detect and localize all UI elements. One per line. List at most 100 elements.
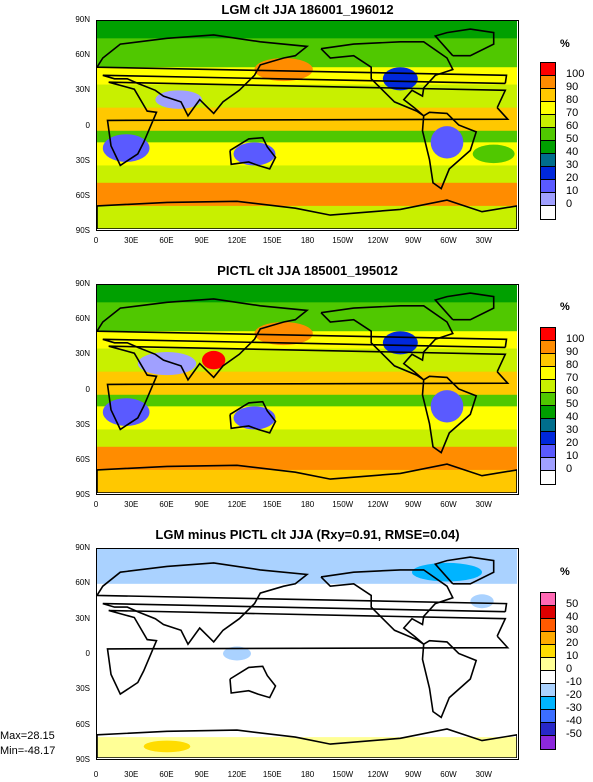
field-patch: [412, 562, 482, 582]
legend-level-label: 60: [566, 385, 579, 397]
coastline-samerica: [421, 375, 478, 454]
lat-tick-label: 60N: [75, 314, 90, 324]
lon-tick-label: 90W: [405, 500, 422, 509]
lon-tick-label: 90E: [194, 500, 209, 509]
max-value: Max=28.15: [0, 730, 55, 742]
legend-level-label: 30: [566, 624, 579, 636]
legend-level-label: -50: [566, 728, 582, 740]
coastline-samerica: [421, 111, 478, 190]
legend-swatch: [541, 206, 555, 219]
legend-level-label: 10: [566, 450, 579, 462]
legend-level-label: 0: [566, 198, 573, 210]
lat-tick-label: 30S: [75, 155, 90, 165]
lon-tick-label: 150W: [332, 500, 354, 509]
field-band: [97, 21, 517, 39]
legend-level-label: 20: [566, 437, 579, 449]
legend-level-label: 0: [566, 663, 573, 675]
legend-level-label: 40: [566, 611, 579, 623]
legend-level-label: 10: [566, 185, 579, 197]
legend-level-label: 40: [566, 411, 579, 423]
legend-swatch: [541, 432, 555, 445]
legend-swatch: [541, 736, 555, 749]
field-patch: [143, 740, 191, 753]
legend-level-label: 70: [566, 372, 579, 384]
legend-level-label: 50: [566, 133, 579, 145]
lat-tick-label: 90N: [75, 15, 90, 24]
field-patch: [102, 398, 150, 426]
field-patch: [102, 134, 150, 162]
field-band: [97, 394, 517, 407]
coastline-namerica: [320, 569, 454, 645]
legend-swatch: [541, 393, 555, 406]
lat-tick-label: 60S: [75, 719, 90, 729]
field-patch: [223, 646, 251, 661]
legend-level-label: 20: [566, 172, 579, 184]
field-band: [97, 205, 517, 229]
lon-tick-label: 30W: [475, 500, 492, 509]
lat-tick-label: 0: [85, 649, 90, 658]
legend-unit: %: [560, 566, 570, 578]
coastline-australia: [229, 665, 277, 699]
legend-swatch: [541, 471, 555, 484]
map-svg-1: [97, 285, 517, 493]
coastline-australia: [229, 400, 277, 434]
lat-tick-label: 30N: [75, 613, 90, 623]
field-band: [97, 285, 517, 303]
lon-tick-label: 90W: [405, 770, 422, 779]
legend-swatch: [541, 89, 555, 102]
legend-unit: %: [560, 301, 570, 313]
field-band: [97, 725, 517, 738]
legend-swatch: [541, 632, 555, 645]
field-band: [97, 130, 517, 143]
coastline-namerica: [320, 40, 454, 117]
lon-tick-label: 90E: [194, 770, 209, 779]
field-patch: [472, 144, 515, 164]
lon-tick-label: 150W: [332, 770, 354, 779]
coastline-antarctica: [97, 463, 517, 493]
field-band: [97, 737, 517, 758]
field-band: [97, 406, 517, 430]
lon-tick-label: 150E: [262, 770, 282, 779]
lon-tick-label: 0: [93, 236, 99, 245]
legend-swatch: [541, 458, 555, 471]
panel-title: PICTL clt JJA 185001_195012: [217, 263, 398, 278]
legend-level-label: -20: [566, 689, 582, 701]
lon-tick-label: 150W: [332, 236, 354, 245]
legend-level-label: 10: [566, 650, 579, 662]
coastline-samerica: [421, 639, 478, 719]
coastline-africa: [106, 81, 510, 167]
lon-tick-label: 120E: [227, 236, 247, 245]
field-band: [97, 165, 517, 184]
legend-level-label: -40: [566, 715, 582, 727]
lon-tick-label: 30E: [124, 500, 139, 509]
legend-swatch: [541, 180, 555, 193]
panel-title: LGM clt JJA 186001_196012: [221, 2, 394, 17]
lon-tick-label: 90E: [194, 236, 209, 245]
legend-level-label: 70: [566, 107, 579, 119]
legend-level-label: 100: [566, 333, 585, 345]
field-patch: [430, 126, 464, 159]
map-svg-0: [97, 21, 517, 229]
lon-tick-label: 120W: [367, 770, 389, 779]
field-patch: [254, 321, 313, 346]
lat-tick-label: 30N: [75, 85, 90, 95]
legend-swatch: [541, 154, 555, 167]
lat-tick-label: 60N: [75, 578, 90, 588]
legend-unit: %: [560, 38, 570, 50]
lon-tick-label: 60W: [440, 236, 457, 245]
lon-tick-label: 60E: [159, 770, 174, 779]
map-diff: [96, 548, 519, 760]
coastline-namerica: [320, 304, 454, 381]
field-band: [97, 142, 517, 166]
legend-level-label: 50: [566, 598, 579, 610]
legend-swatch: [541, 445, 555, 458]
legend-level-label: 0: [566, 463, 573, 475]
lon-tick-label: 60W: [440, 770, 457, 779]
coastline-africa: [106, 609, 510, 696]
coastline-antarctica: [97, 199, 517, 229]
legend-swatch: [541, 102, 555, 115]
coastline-africa: [106, 345, 510, 431]
lon-tick-label: 0: [93, 500, 99, 509]
legend-swatch: [541, 354, 555, 367]
legend-swatch: [541, 367, 555, 380]
